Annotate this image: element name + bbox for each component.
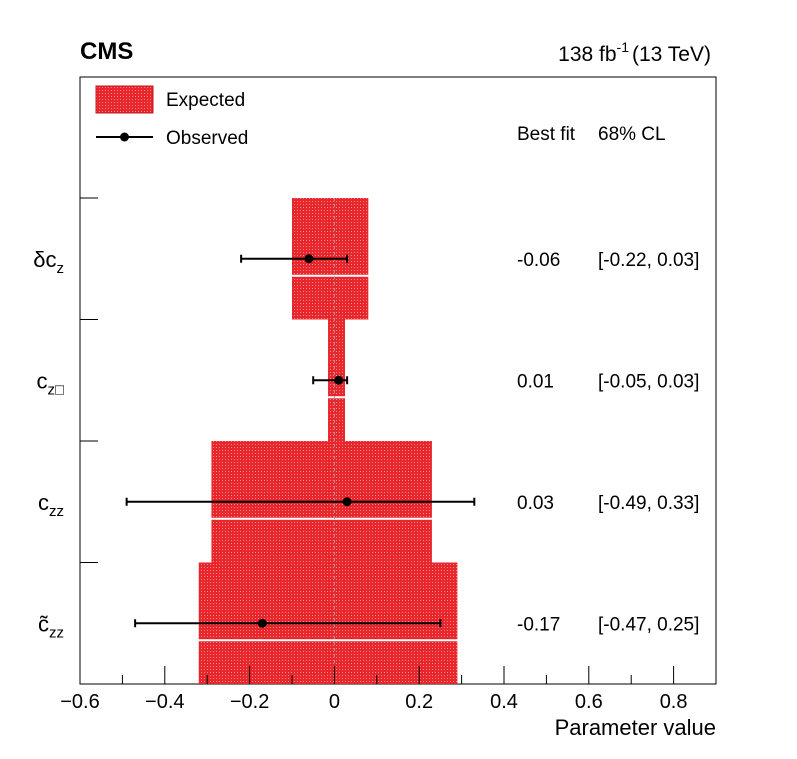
- expected-band-upper: [198, 562, 458, 640]
- x-axis-title: Parameter value: [555, 715, 716, 740]
- parameter-label: δcz: [33, 247, 64, 277]
- cl-value: [-0.49, 0.33]: [598, 493, 699, 514]
- parameter-label: czz: [38, 490, 64, 520]
- cl-value: [-0.47, 0.25]: [598, 614, 699, 635]
- value-columns: -0.06 [-0.22, 0.03] 0.01 [-0.05, 0.03] 0.03 […: [517, 250, 699, 636]
- parameter-label-main: c: [36, 368, 47, 393]
- observed-point: [334, 375, 344, 385]
- observed-point: [257, 618, 267, 628]
- parameter-label: cz□: [36, 368, 64, 398]
- best-fit-value: 0.01: [517, 371, 554, 392]
- x-tick-label: 0.6: [575, 691, 603, 713]
- legend-expected-label: Expected: [166, 90, 245, 111]
- expected-band-upper: [292, 198, 369, 275]
- parameter-label-main: δc: [33, 247, 56, 272]
- expected-band-lower: [292, 276, 369, 320]
- expected-band-upper: [328, 319, 345, 397]
- x-tick-label: −0.2: [230, 691, 269, 713]
- best-fit-value: -0.06: [517, 250, 560, 271]
- legend-expected-swatch: [95, 85, 154, 114]
- expected-band-lower: [328, 398, 345, 441]
- observed-point: [304, 254, 314, 264]
- cl-header: 68% CL: [598, 124, 666, 145]
- parameter-label: c̃zz: [38, 611, 64, 641]
- parameter-label-sub: zz: [49, 624, 64, 641]
- best-fit-value: -0.17: [517, 614, 560, 635]
- observed-point: [342, 497, 352, 507]
- x-tick-label: 0.2: [405, 691, 433, 713]
- best-fit-value: 0.03: [517, 493, 554, 514]
- cl-value: [-0.05, 0.03]: [598, 371, 699, 392]
- x-tick-label: −0.6: [60, 691, 99, 713]
- legend-observed-marker: [120, 132, 129, 142]
- parameter-label-sub: zz: [49, 503, 64, 520]
- expected-band-lower: [198, 641, 458, 684]
- expected-band-upper: [211, 441, 432, 518]
- parameter-label-sub: z□: [47, 381, 64, 398]
- y-ticks: [80, 197, 98, 563]
- x-tick-label: 0.8: [660, 691, 688, 713]
- cl-value: [-0.22, 0.03]: [598, 250, 699, 271]
- expected-band-lower: [211, 519, 432, 563]
- x-tick-label: −0.4: [145, 691, 184, 713]
- x-axis: −0.6 −0.4 −0.2 0 0.2 0.4 0.6 0.8: [60, 666, 717, 713]
- best-fit-header: Best fit: [517, 124, 576, 145]
- parameter-label-sub: z: [57, 260, 65, 277]
- legend-observed-label: Observed: [166, 128, 248, 149]
- parameter-label-main: c̃: [38, 611, 49, 636]
- observed-points: [125, 254, 476, 628]
- legend: Expected Observed: [95, 85, 248, 149]
- parameter-label-main: c: [38, 490, 49, 515]
- expected-bands: [198, 198, 458, 684]
- experiment-label: CMS: [80, 38, 133, 65]
- x-tick-label: 0: [329, 691, 340, 713]
- x-tick-label: 0.4: [490, 691, 518, 713]
- luminosity-label: 138 fb-1 (13 TeV): [558, 39, 711, 66]
